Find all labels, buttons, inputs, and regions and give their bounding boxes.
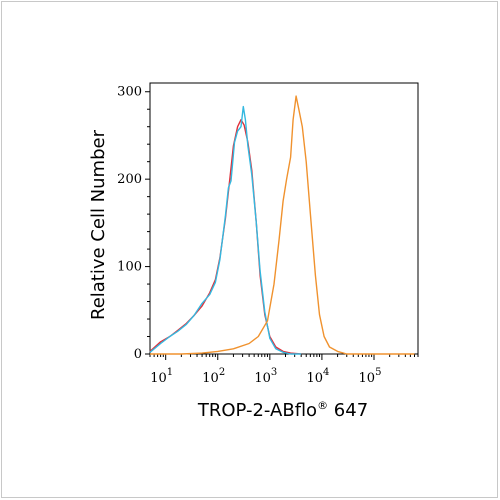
y-tick-label: 0 [134, 347, 142, 362]
y-tick-label: 100 [117, 260, 142, 275]
plot-frame [149, 82, 419, 355]
y-tick-label: 200 [117, 172, 142, 187]
histogram-series [149, 105, 302, 355]
histogram-series [149, 119, 302, 355]
x-tick-label: 101 [150, 367, 173, 386]
plot-area: 0 100 200 300 101 102 103 104 105 [117, 82, 419, 386]
x-tick-label: 105 [359, 367, 382, 386]
y-tick-label: 300 [117, 85, 142, 100]
x-tick-label: 104 [306, 367, 329, 386]
x-axis-title: TROP-2-ABflo® 647 [197, 399, 368, 421]
y-axis-title: Relative Cell Number [88, 129, 109, 320]
histogram-series [150, 95, 415, 355]
x-tick-label: 103 [254, 367, 277, 386]
x-tick-label: 102 [202, 367, 225, 386]
